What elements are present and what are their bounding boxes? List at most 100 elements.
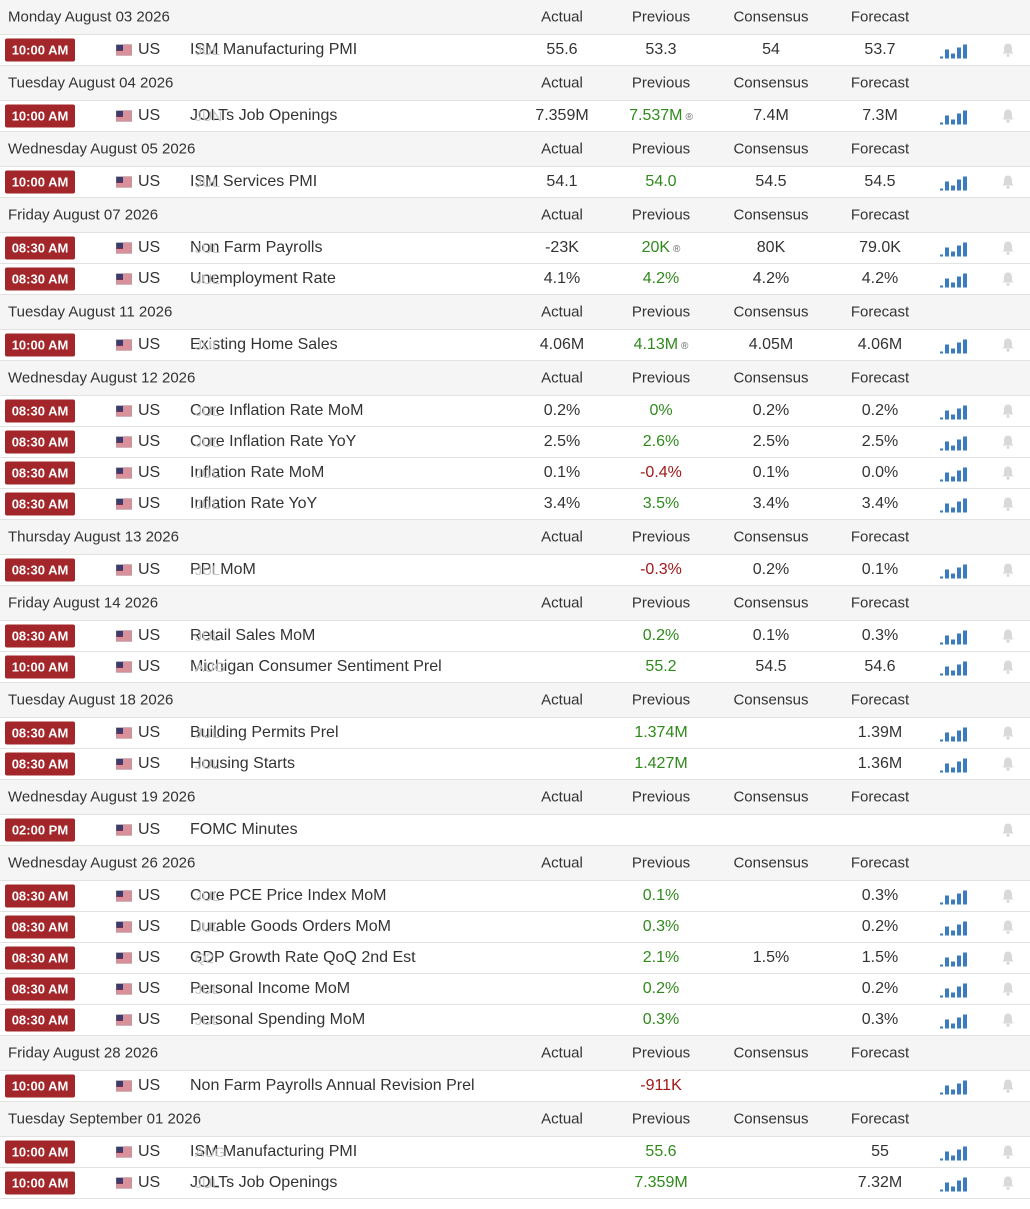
alert-bell[interactable] <box>1001 43 1015 58</box>
consensus-text: 4.05M <box>748 336 794 353</box>
alert-bell[interactable] <box>1001 1176 1015 1191</box>
alert-bell[interactable] <box>1001 497 1015 512</box>
alert-bell[interactable] <box>1001 660 1015 675</box>
event-title[interactable]: PPI MoM <box>190 561 256 578</box>
event-title[interactable]: Inflation Rate YoY <box>190 495 318 512</box>
forecast-value: 53.7 <box>825 41 935 59</box>
event-title[interactable]: Durable Goods Orders MoM <box>190 918 391 935</box>
alert-bell[interactable] <box>1001 889 1015 904</box>
alert-bell[interactable] <box>1001 920 1015 935</box>
alert-bell[interactable] <box>1001 466 1015 481</box>
alert-bell[interactable] <box>1001 404 1015 419</box>
history-chart[interactable] <box>940 337 968 354</box>
previous-value: -0.4% <box>606 464 716 482</box>
event-title[interactable]: GDP Growth Rate QoQ 2nd Est <box>190 949 416 966</box>
alert-bell[interactable] <box>1001 109 1015 124</box>
history-chart[interactable] <box>940 434 968 451</box>
alert-bell[interactable] <box>1001 175 1015 190</box>
forecast-text: 0.3% <box>861 1011 899 1028</box>
event-title[interactable]: Housing Starts <box>190 755 295 772</box>
event-title[interactable]: ISM Manufacturing PMI <box>190 41 358 58</box>
day-header: Friday August 07 2026 Actual Previous Conse… <box>0 198 1030 233</box>
alert-bell[interactable] <box>1001 951 1015 966</box>
history-chart[interactable] <box>940 174 968 191</box>
event-title[interactable]: Inflation Rate MoM <box>190 464 325 481</box>
event-title[interactable]: Core Inflation Rate MoM <box>190 402 364 419</box>
alert-bell[interactable] <box>1001 272 1015 287</box>
event-period: JUL <box>195 725 220 741</box>
history-chart[interactable] <box>940 628 968 645</box>
history-chart[interactable] <box>940 950 968 967</box>
day-header: Tuesday August 11 2026 Actual Previous Cons… <box>0 295 1030 330</box>
history-chart[interactable] <box>940 725 968 742</box>
history-chart[interactable] <box>940 496 968 513</box>
event-period: JUL <box>195 240 220 256</box>
event-title[interactable]: FOMC Minutes <box>190 821 298 838</box>
history-chart[interactable] <box>940 659 968 676</box>
forecast-value: 55 <box>825 1143 935 1161</box>
history-chart[interactable] <box>940 42 968 59</box>
history-chart[interactable] <box>940 562 968 579</box>
history-chart[interactable] <box>940 240 968 257</box>
forecast-text: 7.3M <box>862 107 898 124</box>
event-title[interactable]: Core Inflation Rate YoY <box>190 433 357 450</box>
event-title[interactable]: Building Permits Prel <box>190 724 339 741</box>
previous-text: -0.3% <box>640 561 682 578</box>
alert-bell[interactable] <box>1001 629 1015 644</box>
consensus-text: 4.2% <box>752 270 790 287</box>
event-title[interactable]: ISM Services PMI <box>190 173 318 190</box>
event-title[interactable]: JOLTs Job Openings <box>190 107 338 124</box>
consensus-value: 0.1% <box>716 627 826 645</box>
event-row: 08:30 AM US Unemployment Rate JUL 4.1% 4.2% 4.… <box>0 264 1030 295</box>
event-time: 08:30 AM <box>5 915 75 939</box>
event-title[interactable]: Existing Home Sales <box>190 336 338 353</box>
history-chart[interactable] <box>940 108 968 125</box>
event-title[interactable]: Michigan Consumer Sentiment Prel <box>190 658 442 675</box>
event-title[interactable]: Personal Income MoM <box>190 980 351 997</box>
history-chart[interactable] <box>940 888 968 905</box>
alert-bell[interactable] <box>1001 823 1015 838</box>
alert-bell[interactable] <box>1001 757 1015 772</box>
event-period: JUL <box>195 888 220 904</box>
event-title[interactable]: Retail Sales MoM <box>190 627 316 644</box>
alert-bell[interactable] <box>1001 338 1015 353</box>
event-period: JUL <box>195 496 220 512</box>
alert-bell[interactable] <box>1001 982 1015 997</box>
previous-header: Previous <box>631 594 691 612</box>
event-time: 08:30 AM <box>5 461 75 485</box>
history-chart[interactable] <box>940 756 968 773</box>
event-title[interactable]: Core PCE Price Index MoM <box>190 887 387 904</box>
event-time: 08:30 AM <box>5 267 75 291</box>
alert-bell[interactable] <box>1001 1145 1015 1160</box>
actual-text: -23K <box>545 239 579 256</box>
alert-bell[interactable] <box>1001 1013 1015 1028</box>
event-title[interactable]: Non Farm Payrolls Annual Revision Prel <box>190 1077 475 1094</box>
alert-bell[interactable] <box>1001 726 1015 741</box>
history-chart[interactable] <box>940 465 968 482</box>
history-chart[interactable] <box>940 1175 968 1192</box>
alert-bell[interactable] <box>1001 435 1015 450</box>
history-chart[interactable] <box>940 403 968 420</box>
event-title[interactable]: ISM Manufacturing PMI <box>190 1143 358 1160</box>
event-title[interactable]: Personal Spending MoM <box>190 1011 366 1028</box>
history-chart[interactable] <box>940 919 968 936</box>
event-row: 08:30 AM US Core PCE Price Index MoM JUL 0.1… <box>0 881 1030 912</box>
event-title[interactable]: Non Farm Payrolls <box>190 239 323 256</box>
history-chart[interactable] <box>940 1078 968 1095</box>
alert-bell[interactable] <box>1001 1079 1015 1094</box>
day-date: Wednesday August 05 2026 <box>8 140 196 158</box>
event-country: US <box>138 561 161 578</box>
forecast-text: 1.5% <box>861 949 899 966</box>
previous-header: Previous <box>631 206 691 224</box>
event-title[interactable]: Unemployment Rate <box>190 270 336 287</box>
history-chart[interactable] <box>940 1144 968 1161</box>
history-chart[interactable] <box>940 271 968 288</box>
history-chart[interactable] <box>940 981 968 998</box>
forecast-text: 0.2% <box>861 402 899 419</box>
history-chart[interactable] <box>940 1012 968 1029</box>
event-time: 08:30 AM <box>5 946 75 970</box>
event-title[interactable]: JOLTs Job Openings <box>190 1174 338 1191</box>
actual-text: 4.1% <box>543 270 581 287</box>
alert-bell[interactable] <box>1001 241 1015 256</box>
alert-bell[interactable] <box>1001 563 1015 578</box>
